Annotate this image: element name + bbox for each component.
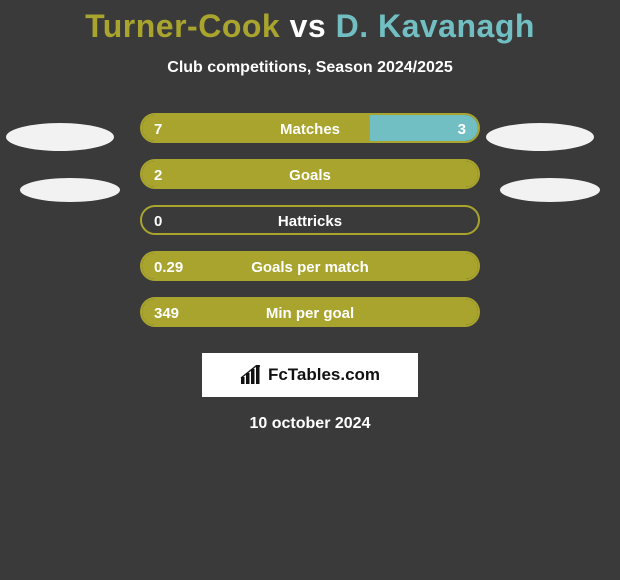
bar-track: 73Matches: [140, 113, 480, 143]
bar-track: 0.29Goals per match: [140, 251, 480, 281]
stat-label: Hattricks: [142, 207, 478, 235]
stat-label: Min per goal: [142, 299, 478, 327]
decor-ellipse: [20, 178, 120, 202]
comparison-card: Turner-Cook vs D. Kavanagh Club competit…: [0, 0, 620, 580]
stat-label: Goals per match: [142, 253, 478, 281]
brand-text: FcTables.com: [268, 365, 380, 385]
stat-label: Goals: [142, 161, 478, 189]
bar-track: 349Min per goal: [140, 297, 480, 327]
stat-row: 349Min per goal: [0, 289, 620, 335]
bar-track: 0Hattricks: [140, 205, 480, 235]
brand-badge: FcTables.com: [202, 353, 418, 397]
date-text: 10 october 2024: [0, 415, 620, 433]
decor-ellipse: [500, 178, 600, 202]
stat-row: 0Hattricks: [0, 197, 620, 243]
title-vs: vs: [290, 8, 327, 44]
bar-chart-icon: [240, 365, 262, 385]
bar-track: 2Goals: [140, 159, 480, 189]
decor-ellipse: [6, 123, 114, 151]
page-title: Turner-Cook vs D. Kavanagh: [0, 0, 620, 45]
title-player2: D. Kavanagh: [336, 8, 535, 44]
title-player1: Turner-Cook: [85, 8, 280, 44]
decor-ellipse: [486, 123, 594, 151]
stat-label: Matches: [142, 115, 478, 143]
subtitle: Club competitions, Season 2024/2025: [0, 59, 620, 77]
stat-row: 0.29Goals per match: [0, 243, 620, 289]
